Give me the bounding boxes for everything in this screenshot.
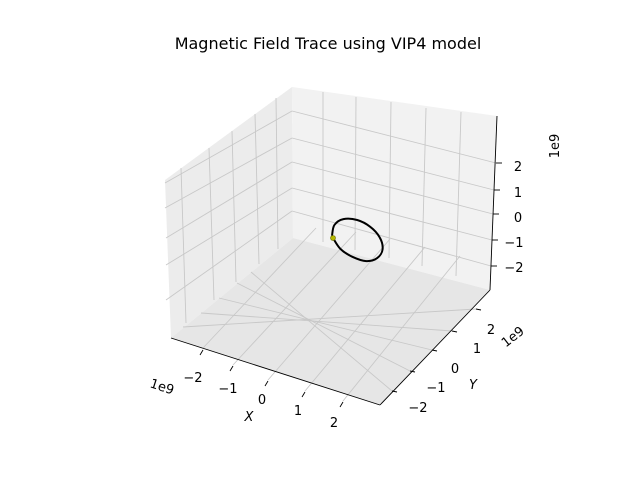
x-tick-label-0: −2 [183, 371, 202, 386]
x-tick-mark-1 [229, 365, 234, 372]
left-grid-h-4 [164, 110, 293, 184]
z-tick-label-2: 0 [514, 211, 522, 226]
left-grid-v-2 [231, 130, 237, 283]
y-tick-label-1: −1 [426, 381, 445, 396]
floor-grid-x-0 [202, 227, 317, 349]
y-axis-line [379, 289, 491, 406]
floor-grid-y-0 [250, 271, 393, 392]
y-tick-mark-3 [451, 330, 458, 333]
y-tick-label-3: 1 [473, 342, 481, 357]
left-grid-h-3 [164, 137, 293, 209]
floor-grid-x-1 [232, 231, 357, 366]
y-offset-label: 1e9 [499, 324, 528, 351]
x-tick-mark-3 [301, 391, 306, 398]
grid-lines [164, 92, 497, 402]
x-tick-label-3: 1 [294, 404, 302, 419]
floor-grid-x-4 [342, 255, 461, 402]
back-grid-h-1 [291, 187, 493, 241]
y-axis-label: Y [469, 378, 478, 393]
y-tick-mark-1 [409, 370, 416, 373]
floor-grid-y-3 [200, 312, 453, 332]
z-tick-label-0: −2 [504, 261, 523, 276]
back-grid-h-2 [291, 161, 494, 215]
back-grid-h-4 [291, 110, 497, 164]
y-tick-mark-4 [475, 308, 482, 311]
floor-grid-y-1 [236, 282, 411, 372]
left-grid-h-1 [165, 187, 293, 266]
y-tick-label-4: 2 [487, 323, 495, 338]
field-trace-line [331, 217, 384, 263]
y-tick-mark-2 [431, 349, 438, 352]
left-grid-v-3 [254, 113, 260, 265]
z-tick-label-4: 2 [514, 160, 522, 175]
x-axis-label: X [244, 410, 255, 425]
left-pane [165, 87, 293, 338]
back-grid-v-1 [354, 96, 357, 251]
left-grid-v-4 [275, 97, 279, 250]
z-axis-line [489, 115, 498, 291]
x-axis-line [170, 337, 381, 406]
back-grid-v-4 [455, 111, 462, 277]
x-tick-label-2: 0 [258, 393, 266, 408]
x-offset-label: 1e9 [148, 377, 176, 399]
left-grid-v-1 [208, 147, 215, 301]
y-tick-mark-0 [391, 390, 398, 393]
left-grid-h-2 [165, 161, 293, 239]
left-grid-h-0 [165, 210, 293, 301]
x-tick-mark-0 [199, 349, 204, 356]
y-tick-label-0: −2 [408, 401, 427, 416]
z-tick-label-3: 1 [514, 186, 522, 201]
floor-grid-y-2 [218, 297, 433, 351]
back-grid-h-3 [291, 137, 495, 191]
floor-grid-y-4 [182, 308, 477, 328]
left-grid-v-0 [180, 167, 187, 324]
x-tick-mark-4 [339, 401, 344, 408]
y-tick-label-2: 0 [451, 362, 459, 377]
x-tick-mark-2 [264, 380, 269, 387]
floor-grid-x-2 [267, 238, 391, 381]
x-tick-label-4: 2 [330, 416, 338, 431]
z-offset-label: 1e9 [548, 134, 563, 159]
floor-grid-x-3 [304, 246, 426, 392]
back-grid-h-0 [291, 210, 492, 267]
back-grid-v-2 [388, 101, 392, 259]
back-grid-v-3 [421, 107, 427, 267]
chart-title: Magnetic Field Trace using VIP4 model [175, 34, 482, 53]
z-tick-label-1: −1 [504, 236, 523, 251]
start-point-0 [330, 235, 336, 241]
plot-marks [330, 217, 384, 263]
x-tick-label-1: −1 [218, 382, 237, 397]
